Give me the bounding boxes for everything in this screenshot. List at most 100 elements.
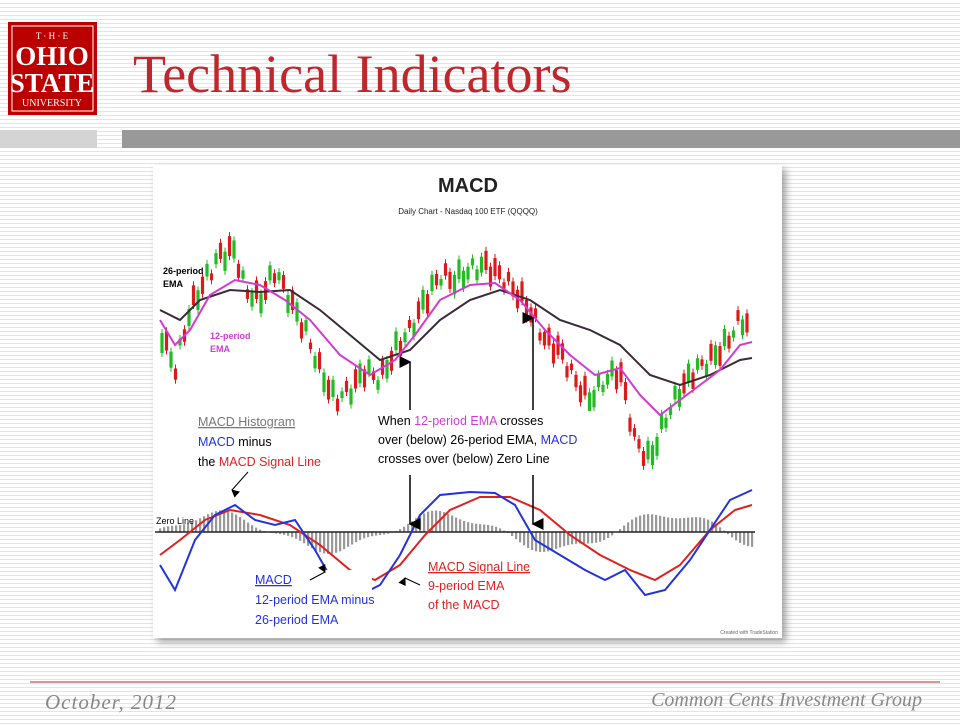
histogram-note: MACD minus [198, 435, 272, 449]
histogram-bar [227, 511, 229, 532]
candle [471, 258, 474, 265]
candle [637, 439, 640, 448]
footer-date: October, 2012 [45, 690, 177, 714]
signal-note: MACD Signal Line [428, 560, 530, 574]
candle [507, 272, 510, 282]
crossover-note: When 12-period EMA crosses [378, 414, 543, 428]
histogram-bar [591, 532, 593, 543]
histogram-bar [627, 522, 629, 532]
histogram-bar [687, 518, 689, 532]
histogram-bar [587, 532, 589, 543]
text-part: MACD [541, 433, 578, 447]
signal-note: 9-period EMA [428, 579, 505, 593]
signal-note: of the MACD [428, 598, 500, 612]
histogram-bar [355, 532, 357, 542]
candle [241, 270, 244, 278]
candle [741, 319, 744, 335]
ema12-label: EMA [210, 344, 231, 354]
candle [201, 277, 204, 294]
slide-title: Technical Indicators [133, 44, 572, 104]
candle [444, 263, 447, 275]
candle [309, 343, 312, 350]
candle [538, 332, 541, 340]
candle [565, 366, 568, 377]
figure-title: MACD [438, 175, 498, 197]
candle [610, 361, 613, 377]
histogram-bar [475, 524, 477, 532]
candle [673, 386, 676, 400]
candle [228, 236, 231, 256]
histogram-bar [471, 523, 473, 532]
histogram-bar [583, 532, 585, 544]
histogram-bar [655, 515, 657, 532]
candle [660, 414, 663, 429]
histogram-bar [671, 518, 673, 532]
histogram-bar [751, 532, 753, 547]
candle [696, 358, 699, 369]
candle [435, 274, 438, 285]
candle [547, 328, 550, 346]
candle [687, 363, 690, 382]
histogram-bar [563, 532, 565, 546]
candle [421, 290, 424, 310]
histogram-bar [703, 518, 705, 532]
text-part: over (below) 26-period EMA, [378, 433, 541, 447]
ema26-label: EMA [163, 279, 184, 289]
histogram-bar [623, 526, 625, 532]
histogram-bar [675, 518, 677, 532]
histogram-bar [171, 526, 173, 532]
candle [574, 375, 577, 387]
candle [417, 301, 420, 319]
ema26-label: 26-period [163, 266, 204, 276]
candle [606, 374, 609, 385]
candle [394, 331, 397, 350]
candle [268, 265, 271, 280]
histogram-bar [243, 520, 245, 532]
candle [700, 359, 703, 365]
histogram-bar [239, 517, 241, 532]
histogram-bar [175, 525, 177, 532]
histogram-bar [235, 515, 237, 532]
histogram-note: the MACD Signal Line [198, 455, 321, 469]
candle [651, 445, 654, 465]
candle [318, 352, 321, 369]
histogram-bar [543, 532, 545, 552]
macd-note: 26-period EMA [255, 613, 339, 627]
histogram-bar [291, 532, 293, 537]
candle [232, 240, 235, 258]
histogram-bar [643, 515, 645, 532]
histogram-bar [451, 516, 453, 532]
candle [259, 293, 262, 313]
histogram-bar [487, 525, 489, 532]
histogram-bar [247, 523, 249, 532]
histogram-bar [515, 532, 517, 539]
candle [304, 320, 307, 331]
candle [327, 380, 330, 400]
histogram-bar [695, 517, 697, 532]
candle [615, 370, 618, 389]
candle [718, 346, 721, 366]
candle [300, 322, 303, 338]
candle [457, 259, 460, 279]
candle [709, 344, 712, 361]
candle [250, 292, 253, 307]
candle [376, 380, 379, 390]
histogram-bar [635, 517, 637, 532]
candle [426, 294, 429, 313]
candle [169, 352, 172, 368]
logo-text: STATE [10, 68, 95, 98]
candle [462, 271, 465, 288]
candle [597, 374, 600, 387]
logo-text: UNIVERSITY [22, 98, 82, 109]
candle [579, 385, 582, 402]
candle [570, 364, 573, 371]
candle [498, 265, 501, 279]
histogram-bar [603, 532, 605, 540]
histogram-bar [699, 517, 701, 532]
histogram-bar [731, 532, 733, 537]
text-part: When [378, 414, 414, 428]
histogram-bar [403, 527, 405, 532]
histogram-bar [295, 532, 297, 539]
candle [646, 441, 649, 460]
histogram-bar [427, 512, 429, 532]
